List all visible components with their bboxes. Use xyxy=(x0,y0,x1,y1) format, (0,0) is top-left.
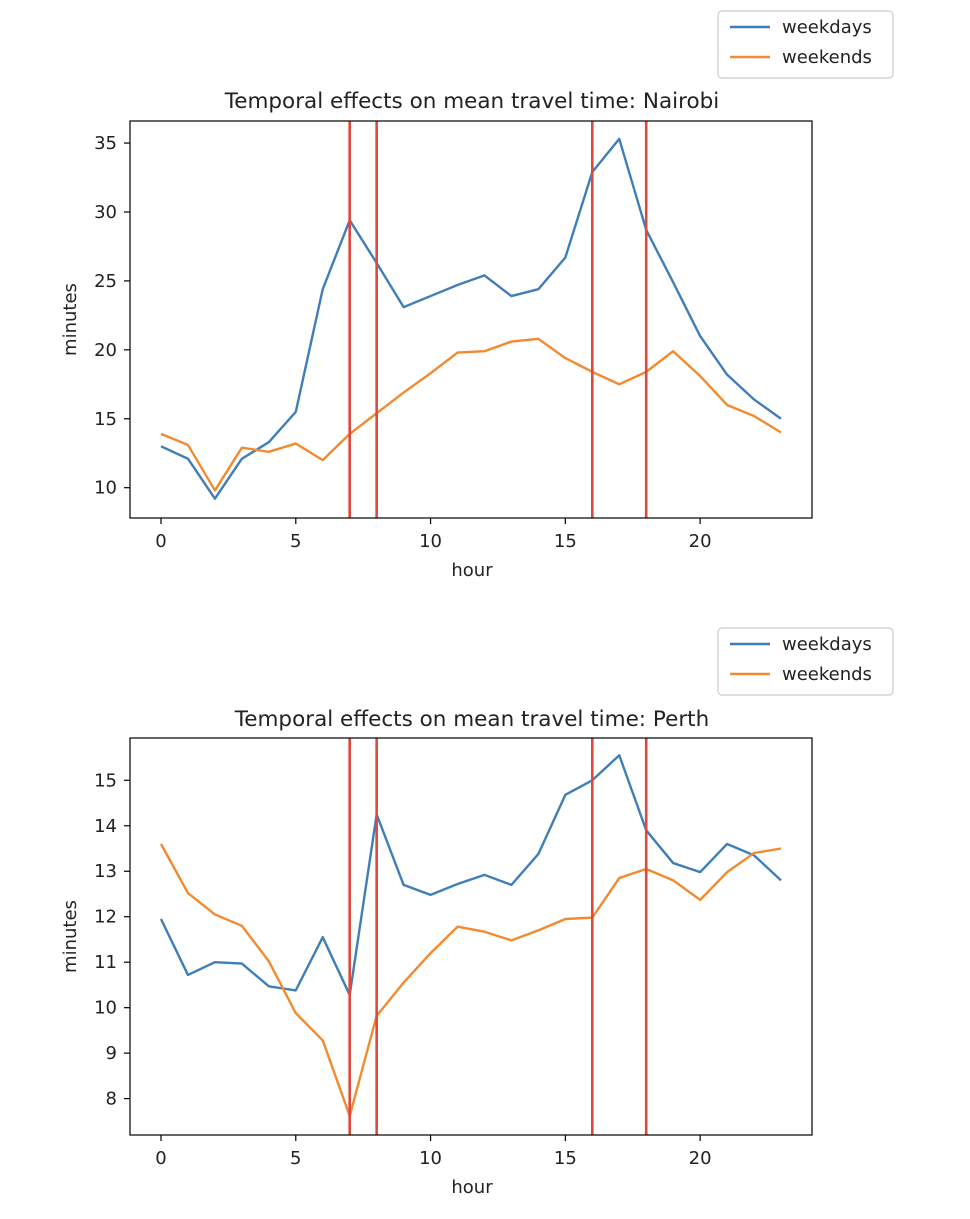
y-tick-label: 12 xyxy=(94,907,117,928)
x-tick-label: 5 xyxy=(290,1148,301,1169)
plot-area-frame xyxy=(129,737,813,1136)
chart-title: Temporal effects on mean travel time: Na… xyxy=(224,89,719,114)
legend: weekdays weekends xyxy=(717,627,894,696)
y-tick-label: 14 xyxy=(94,816,117,837)
plot-area-frame xyxy=(129,120,813,519)
y-axis-label: minutes xyxy=(60,900,81,973)
x-tick-label: 0 xyxy=(155,531,166,552)
y-tick-label: 35 xyxy=(94,133,117,154)
y-tick-label: 30 xyxy=(94,202,117,223)
y-tick-label: 10 xyxy=(94,478,117,499)
x-tick-label: 5 xyxy=(290,531,301,552)
series-line-weekends xyxy=(160,337,782,492)
series-line-weekdays xyxy=(160,137,782,500)
y-tick-label: 8 xyxy=(106,1089,117,1110)
x-tick-label: 15 xyxy=(554,1148,577,1169)
legend-label-weekends: weekends xyxy=(782,664,872,685)
x-axis-label: hour xyxy=(451,1177,493,1198)
chart-nairobi: 0 5 10 15 20 10 15 20 25 30 35 hour minutes Temporal … xyxy=(60,10,894,581)
y-tick-label: 9 xyxy=(106,1043,117,1064)
x-tick-label: 0 xyxy=(155,1148,166,1169)
legend-label-weekends: weekends xyxy=(782,47,872,68)
y-tick-label: 25 xyxy=(94,271,117,292)
x-tick-label: 20 xyxy=(689,1148,712,1169)
x-axis-label: hour xyxy=(451,560,493,581)
x-tick-label: 15 xyxy=(554,531,577,552)
y-tick-label: 11 xyxy=(94,952,117,973)
x-tick-label: 20 xyxy=(689,531,712,552)
legend: weekdays weekends xyxy=(717,10,894,79)
y-tick-label: 13 xyxy=(94,861,117,882)
y-axis-label: minutes xyxy=(60,283,81,356)
y-tick-label: 20 xyxy=(94,340,117,361)
chart-perth: 0 5 10 15 20 8 9 10 11 12 13 14 15 hour minutes Tempora… xyxy=(60,627,894,1198)
legend-label-weekdays: weekdays xyxy=(782,17,872,38)
chart-title: Temporal effects on mean travel time: Pe… xyxy=(234,707,709,732)
y-tick-label: 15 xyxy=(94,409,117,430)
legend-label-weekdays: weekdays xyxy=(782,634,872,655)
x-tick-label: 10 xyxy=(419,531,442,552)
y-tick-label: 10 xyxy=(94,998,117,1019)
series-line-weekends xyxy=(159,843,782,1118)
y-tick-label: 15 xyxy=(94,770,117,791)
x-tick-label: 10 xyxy=(419,1148,442,1169)
series-line-weekdays xyxy=(159,754,782,997)
